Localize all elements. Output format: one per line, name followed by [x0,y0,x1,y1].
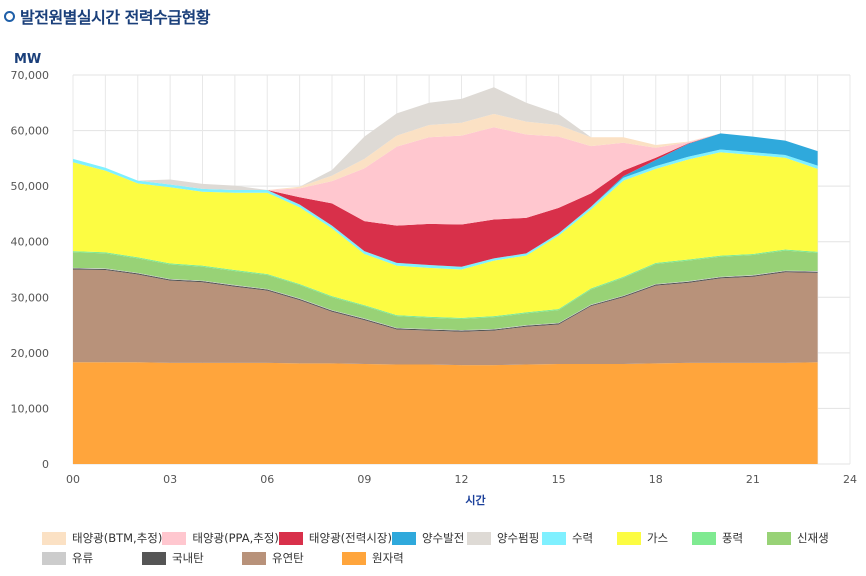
legend-label: 가스 [646,531,669,545]
legend-label: 태양광(PPA,추정) [192,531,279,545]
area-series [73,133,818,267]
y-tick-label: 40,000 [11,236,50,249]
y-tick-label: 0 [42,458,49,471]
y-tick-label: 10,000 [11,402,50,415]
legend-swatch [278,531,303,545]
x-tick-label: 09 [357,473,371,486]
legend-swatch [466,531,491,545]
legend-label: 신재생 [796,531,829,545]
y-tick-label: 30,000 [11,291,50,304]
x-tick-label: 12 [455,473,469,486]
legend-item[interactable]: 가스 [616,530,692,546]
x-tick-label: 15 [552,473,566,486]
legend-label: 양수발전 [421,531,465,545]
legend-item[interactable]: 신재생 [766,530,842,546]
area-series-pumping [73,87,818,191]
power-supply-area-chart: 0 10,000 20,000 30,000 40,000 50,000 60,000 70,… [11,52,858,507]
page-title-bar: 발전원별실시간 전력수급현황 [4,4,210,28]
legend-swatch [691,531,716,545]
area-series [73,113,818,191]
legend-item[interactable]: 양수발전 [391,530,467,546]
legend-label: 유류 [72,551,94,565]
legend-item[interactable]: 풍력 [691,530,767,546]
legend-label: 태양광(전력시장) [308,531,392,545]
legend-label: 양수펌핑 [496,531,540,545]
y-tick-label: 60,000 [11,125,50,138]
x-tick-label: 24 [843,473,857,486]
legend-swatch [42,531,66,545]
chart-legend: 태양광(BTM,추정) 태양광(PPA,추정) 태양광(전력시장) 양수발전 양수펌핑 수… [42,528,842,568]
legend-swatch [342,551,366,565]
page-title: 발전원별실시간 전력수급현황 [20,8,210,27]
x-tick-label: 06 [260,473,274,486]
legend-row: 유류 국내탄 유연탄 원자력 [42,548,842,568]
area-series [73,127,818,226]
y-tick-label: 50,000 [11,180,50,193]
circle-bullet-icon [4,10,15,22]
x-axis-label: 시간 [465,493,485,507]
legend-swatch [242,551,266,565]
legend-swatch [42,551,66,565]
x-tick-label: 18 [649,473,663,486]
legend-item[interactable]: 양수펌핑 [466,530,542,546]
y-tick-label: 20,000 [11,347,50,360]
legend-item[interactable]: 원자력 [342,550,442,566]
area-series [73,250,818,331]
legend-label: 유연탄 [272,551,304,565]
legend-swatch [162,531,187,545]
legend-label: 풍력 [721,531,744,545]
y-axis-label: MW [14,52,41,67]
x-tick-label: 03 [163,473,177,486]
legend-item[interactable]: 태양광(BTM,추정) [42,530,162,546]
legend-item[interactable]: 태양광(전력시장) [278,530,392,546]
legend-label: 국내탄 [172,551,204,565]
legend-item[interactable]: 국내탄 [142,550,242,566]
legend-swatch [391,531,416,545]
legend-item[interactable]: 수력 [541,530,617,546]
area-series [73,362,818,464]
legend-item[interactable]: 유류 [42,550,142,566]
legend-label: 태양광(BTM,추정) [72,531,163,545]
legend-label: 원자력 [372,551,404,565]
area-series [73,152,818,318]
legend-item[interactable]: 태양광(PPA,추정) [162,530,279,546]
y-tick-label: 70,000 [11,69,50,82]
x-tick-label: 21 [746,473,760,486]
legend-label: 수력 [571,531,594,545]
area-series [73,269,818,366]
legend-swatch [142,551,166,565]
x-tick-label: 00 [66,473,80,486]
legend-row: 태양광(BTM,추정) 태양광(PPA,추정) 태양광(전력시장) 양수발전 양수펌핑 수… [42,528,842,548]
legend-swatch [541,531,566,545]
legend-swatch [616,531,641,545]
legend-item[interactable]: 유연탄 [242,550,342,566]
area-series [73,133,818,267]
legend-swatch [766,531,791,545]
